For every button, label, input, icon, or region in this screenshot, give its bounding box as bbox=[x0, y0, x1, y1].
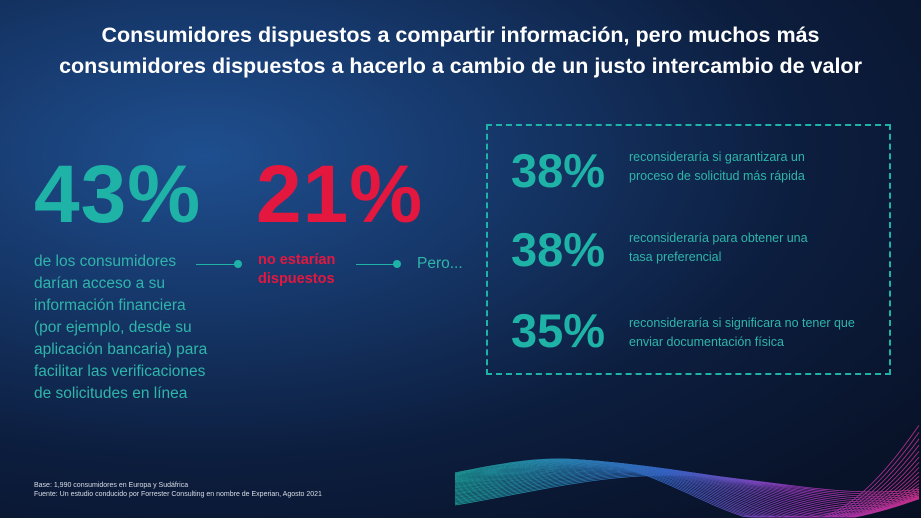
wave-line bbox=[454, 465, 920, 514]
reconsider-percentage: 38% bbox=[511, 144, 606, 197]
reconsider-description: reconsideraría para obtener una tasa pre… bbox=[629, 229, 879, 267]
share-line: (por ejemplo, desde su bbox=[34, 319, 192, 336]
connector-dot bbox=[234, 260, 242, 268]
wave-line bbox=[454, 460, 920, 518]
unwilling-line: dispuestos bbox=[258, 271, 335, 287]
reconsider-box bbox=[486, 124, 891, 375]
wave-line bbox=[454, 456, 920, 518]
wave-line bbox=[454, 432, 920, 518]
reconsider-line: enviar documentación física bbox=[629, 335, 784, 349]
connector-line bbox=[356, 264, 396, 265]
reconsider-description: reconsideraría si significara no tener q… bbox=[629, 314, 879, 352]
unwilling-line: no estarían bbox=[258, 252, 336, 268]
pero-label: Pero... bbox=[417, 255, 463, 272]
share-line: información financiera bbox=[34, 297, 186, 314]
wave-line bbox=[454, 451, 920, 518]
wave-line bbox=[454, 425, 920, 518]
page-title: Consumidores dispuestos a compartir info… bbox=[0, 20, 921, 82]
share-line: de los consumidores bbox=[34, 253, 177, 270]
connector-dot bbox=[393, 260, 401, 268]
reconsider-line: reconsideraría si significara no tener q… bbox=[629, 316, 855, 330]
reconsider-line: proceso de solicitud más rápida bbox=[629, 169, 805, 183]
unwilling-percentage: 21% bbox=[256, 149, 424, 240]
wave-line bbox=[454, 438, 920, 518]
share-line: de solicitudes en línea bbox=[34, 385, 188, 402]
wave-line bbox=[454, 445, 920, 518]
reconsider-line: reconsideraría si garantizara un bbox=[629, 150, 805, 164]
footer-source: Fuente: Un estudio conducido por Forrest… bbox=[34, 491, 322, 498]
footer-notes: Base: 1,990 consumidores en Europa y Sud… bbox=[34, 481, 322, 499]
share-line: facilitar las verificaciones bbox=[34, 363, 206, 380]
title-line-1: Consumidores dispuestos a compartir info… bbox=[101, 23, 820, 47]
reconsider-description: reconsideraría si garantizara un proceso… bbox=[629, 148, 879, 186]
share-percentage: 43% bbox=[34, 149, 202, 240]
title-line-2: consumidores dispuestos a hacerlo a camb… bbox=[59, 54, 862, 78]
reconsider-percentage: 38% bbox=[511, 223, 606, 276]
footer-base: Base: 1,990 consumidores en Europa y Sud… bbox=[34, 482, 189, 489]
connector-line bbox=[196, 264, 238, 265]
share-description: de los consumidores darían acceso a su i… bbox=[34, 251, 234, 405]
share-line: aplicación bancaria) para bbox=[34, 341, 208, 358]
reconsider-percentage: 35% bbox=[511, 304, 606, 357]
share-line: darían acceso a su bbox=[34, 275, 165, 292]
reconsider-line: reconsideraría para obtener una bbox=[629, 231, 808, 245]
unwilling-description: no estarían dispuestos bbox=[258, 251, 378, 289]
reconsider-line: tasa preferencial bbox=[629, 250, 722, 264]
